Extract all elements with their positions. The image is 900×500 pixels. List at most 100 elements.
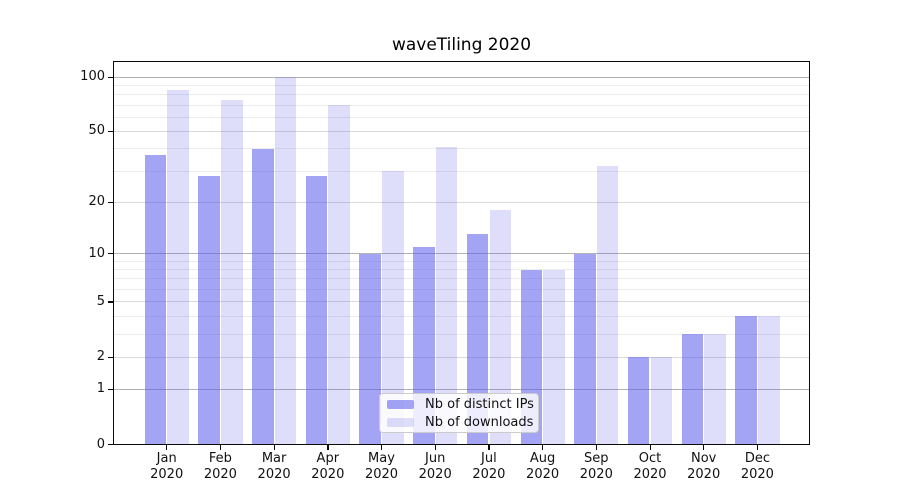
x-axis-tick-label: Jun 2020: [403, 451, 467, 482]
x-axis-tick-label: Mar 2020: [242, 451, 306, 482]
x-axis-tick-label: Apr 2020: [296, 451, 360, 482]
gridline-major: [113, 301, 810, 303]
month-label: Jun: [425, 451, 446, 466]
y-axis-tick-label: 10: [88, 245, 105, 261]
bar-distinct-ips-feb: [198, 176, 220, 445]
year-label: 2020: [687, 466, 721, 482]
x-axis-tick-label: Jul 2020: [457, 451, 521, 482]
y-axis-tick: [108, 130, 113, 133]
bar-downloads-nov: [704, 334, 726, 445]
year-label: 2020: [579, 466, 613, 482]
x-axis-tick: [756, 444, 759, 450]
x-axis-tick: [703, 444, 705, 450]
month-label: Jan: [156, 451, 177, 466]
year-label: 2020: [472, 466, 506, 482]
x-axis-tick-label: Aug 2020: [511, 451, 575, 482]
y-axis-tick: [108, 253, 113, 255]
gridline-major: [113, 130, 810, 132]
legend-swatch-icon: [387, 417, 414, 427]
gridline-minor: [113, 116, 810, 118]
bar-downloads-mar: [274, 77, 297, 445]
x-axis-tick: [434, 444, 436, 450]
bar-distinct-ips-jan: [144, 154, 167, 445]
gridline-minor: [113, 170, 810, 172]
month-label: Mar: [261, 451, 287, 466]
gridline-minor: [113, 333, 810, 335]
gridline-minor: [113, 148, 810, 150]
gridline-major: [113, 253, 810, 255]
x-axis-tick-label: Dec 2020: [725, 451, 789, 482]
bar-distinct-ips-mar: [252, 148, 274, 445]
x-axis-tick-label: Feb 2020: [188, 451, 252, 482]
x-axis-tick: [488, 444, 490, 450]
month-label: Dec: [744, 451, 770, 466]
bar-downloads-jun: [435, 146, 458, 445]
gridline-minor: [113, 94, 810, 96]
month-label: Nov: [691, 451, 717, 466]
year-label: 2020: [311, 466, 345, 482]
x-axis-tick-label: Nov 2020: [672, 451, 736, 482]
bar-downloads-may: [382, 171, 404, 445]
gridline-minor: [113, 260, 810, 262]
gridline-major: [113, 201, 810, 203]
bar-distinct-ips-jul: [466, 234, 489, 445]
bar-distinct-ips-oct: [627, 357, 650, 445]
y-axis-tick-label: 5: [96, 293, 105, 309]
bar-downloads-apr: [328, 105, 350, 445]
gridline-minor: [113, 289, 810, 291]
x-axis-tick: [649, 444, 651, 450]
bar-distinct-ips-sep: [574, 253, 596, 445]
x-axis-tick: [595, 444, 598, 450]
legend-item: Nb of distinct IPs: [387, 397, 534, 412]
gridline-major: [113, 76, 810, 78]
x-axis-tick: [166, 444, 168, 450]
gridline-minor: [113, 84, 810, 86]
gridline-major: [113, 388, 810, 390]
gridline-minor: [113, 278, 810, 280]
y-axis-tick: [108, 388, 113, 391]
year-label: 2020: [418, 466, 452, 482]
bar-distinct-ips-apr: [305, 176, 328, 445]
gridline-minor: [113, 269, 810, 271]
chart-title: waveTiling 2020: [391, 35, 532, 55]
x-axis-tick: [219, 444, 222, 450]
y-axis-tick-label: 20: [88, 194, 105, 210]
month-label: Jul: [481, 451, 497, 466]
x-axis-tick: [542, 444, 544, 450]
y-axis-tick: [108, 76, 113, 78]
gridline-minor: [113, 315, 810, 317]
bar-downloads-jul: [489, 210, 512, 445]
plot-area: [113, 61, 810, 445]
year-label: 2020: [526, 466, 560, 482]
year-label: 2020: [150, 466, 184, 482]
year-label: 2020: [203, 466, 237, 482]
month-label: May: [368, 451, 395, 466]
y-axis-tick: [108, 444, 113, 446]
year-label: 2020: [633, 466, 667, 482]
bar-distinct-ips-nov: [681, 334, 704, 445]
year-label: 2020: [740, 466, 774, 482]
gridline-major: [113, 356, 810, 358]
month-label: Aug: [529, 451, 556, 466]
bar-downloads-aug: [543, 269, 565, 445]
x-axis-tick-label: Oct 2020: [618, 451, 682, 482]
bar-downloads-feb: [221, 99, 243, 445]
y-axis-tick-label: 100: [80, 69, 105, 84]
y-axis-tick: [108, 301, 113, 303]
y-axis-tick-label: 2: [96, 349, 105, 365]
month-label: Sep: [584, 451, 609, 466]
bar-downloads-sep: [596, 166, 619, 445]
year-label: 2020: [257, 466, 291, 482]
bar-distinct-ips-dec: [735, 316, 757, 445]
month-label: Feb: [208, 451, 232, 466]
x-axis-tick: [381, 444, 383, 450]
gridline-minor: [113, 104, 810, 106]
bar-downloads-jan: [167, 89, 189, 445]
y-axis-tick: [108, 356, 113, 358]
x-axis-tick: [273, 444, 275, 450]
month-label: Oct: [638, 451, 662, 466]
bar-downloads-oct: [650, 357, 673, 445]
y-axis-tick-label: 50: [88, 123, 105, 139]
x-axis-tick-label: Jan 2020: [135, 451, 199, 482]
